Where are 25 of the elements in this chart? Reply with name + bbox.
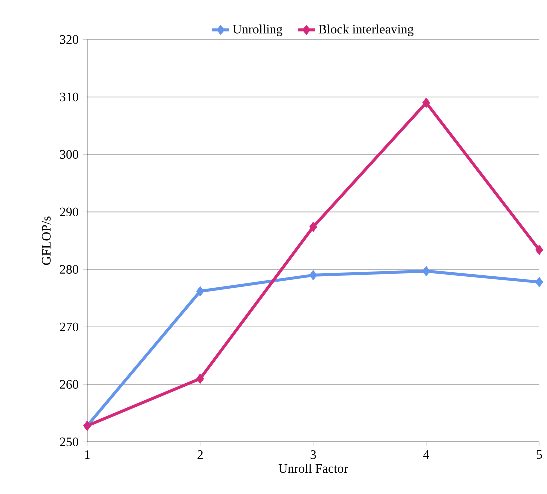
- x-axis-title: Unroll Factor: [278, 464, 348, 474]
- y-tick-label: 260: [60, 380, 79, 390]
- x-tick-label: 2: [198, 450, 203, 460]
- x-tick-label: 5: [537, 450, 542, 460]
- y-tick-label: 270: [60, 322, 79, 332]
- legend-label: Block interleaving: [318, 24, 414, 37]
- point: [196, 374, 204, 384]
- point: [536, 245, 544, 256]
- point: [536, 277, 544, 288]
- point: [422, 266, 430, 277]
- y-axis-title: GFLOP/s: [42, 216, 51, 266]
- x-tick-label: 3: [310, 450, 316, 460]
- y-tick-label: 310: [60, 92, 79, 102]
- y-tick-label: 290: [60, 208, 79, 217]
- y-tick-label: 250: [60, 438, 79, 447]
- y-tick-label: 280: [60, 265, 79, 274]
- point: [310, 222, 318, 232]
- point: [196, 286, 204, 297]
- point: [422, 98, 430, 108]
- y-tick-label: 300: [60, 150, 79, 160]
- y-tick-label: 320: [60, 36, 79, 44]
- legend-label: Unrolling: [233, 24, 283, 37]
- x-tick-label: 1: [85, 450, 90, 460]
- point: [310, 270, 318, 281]
- x-tick-label: 4: [424, 450, 430, 460]
